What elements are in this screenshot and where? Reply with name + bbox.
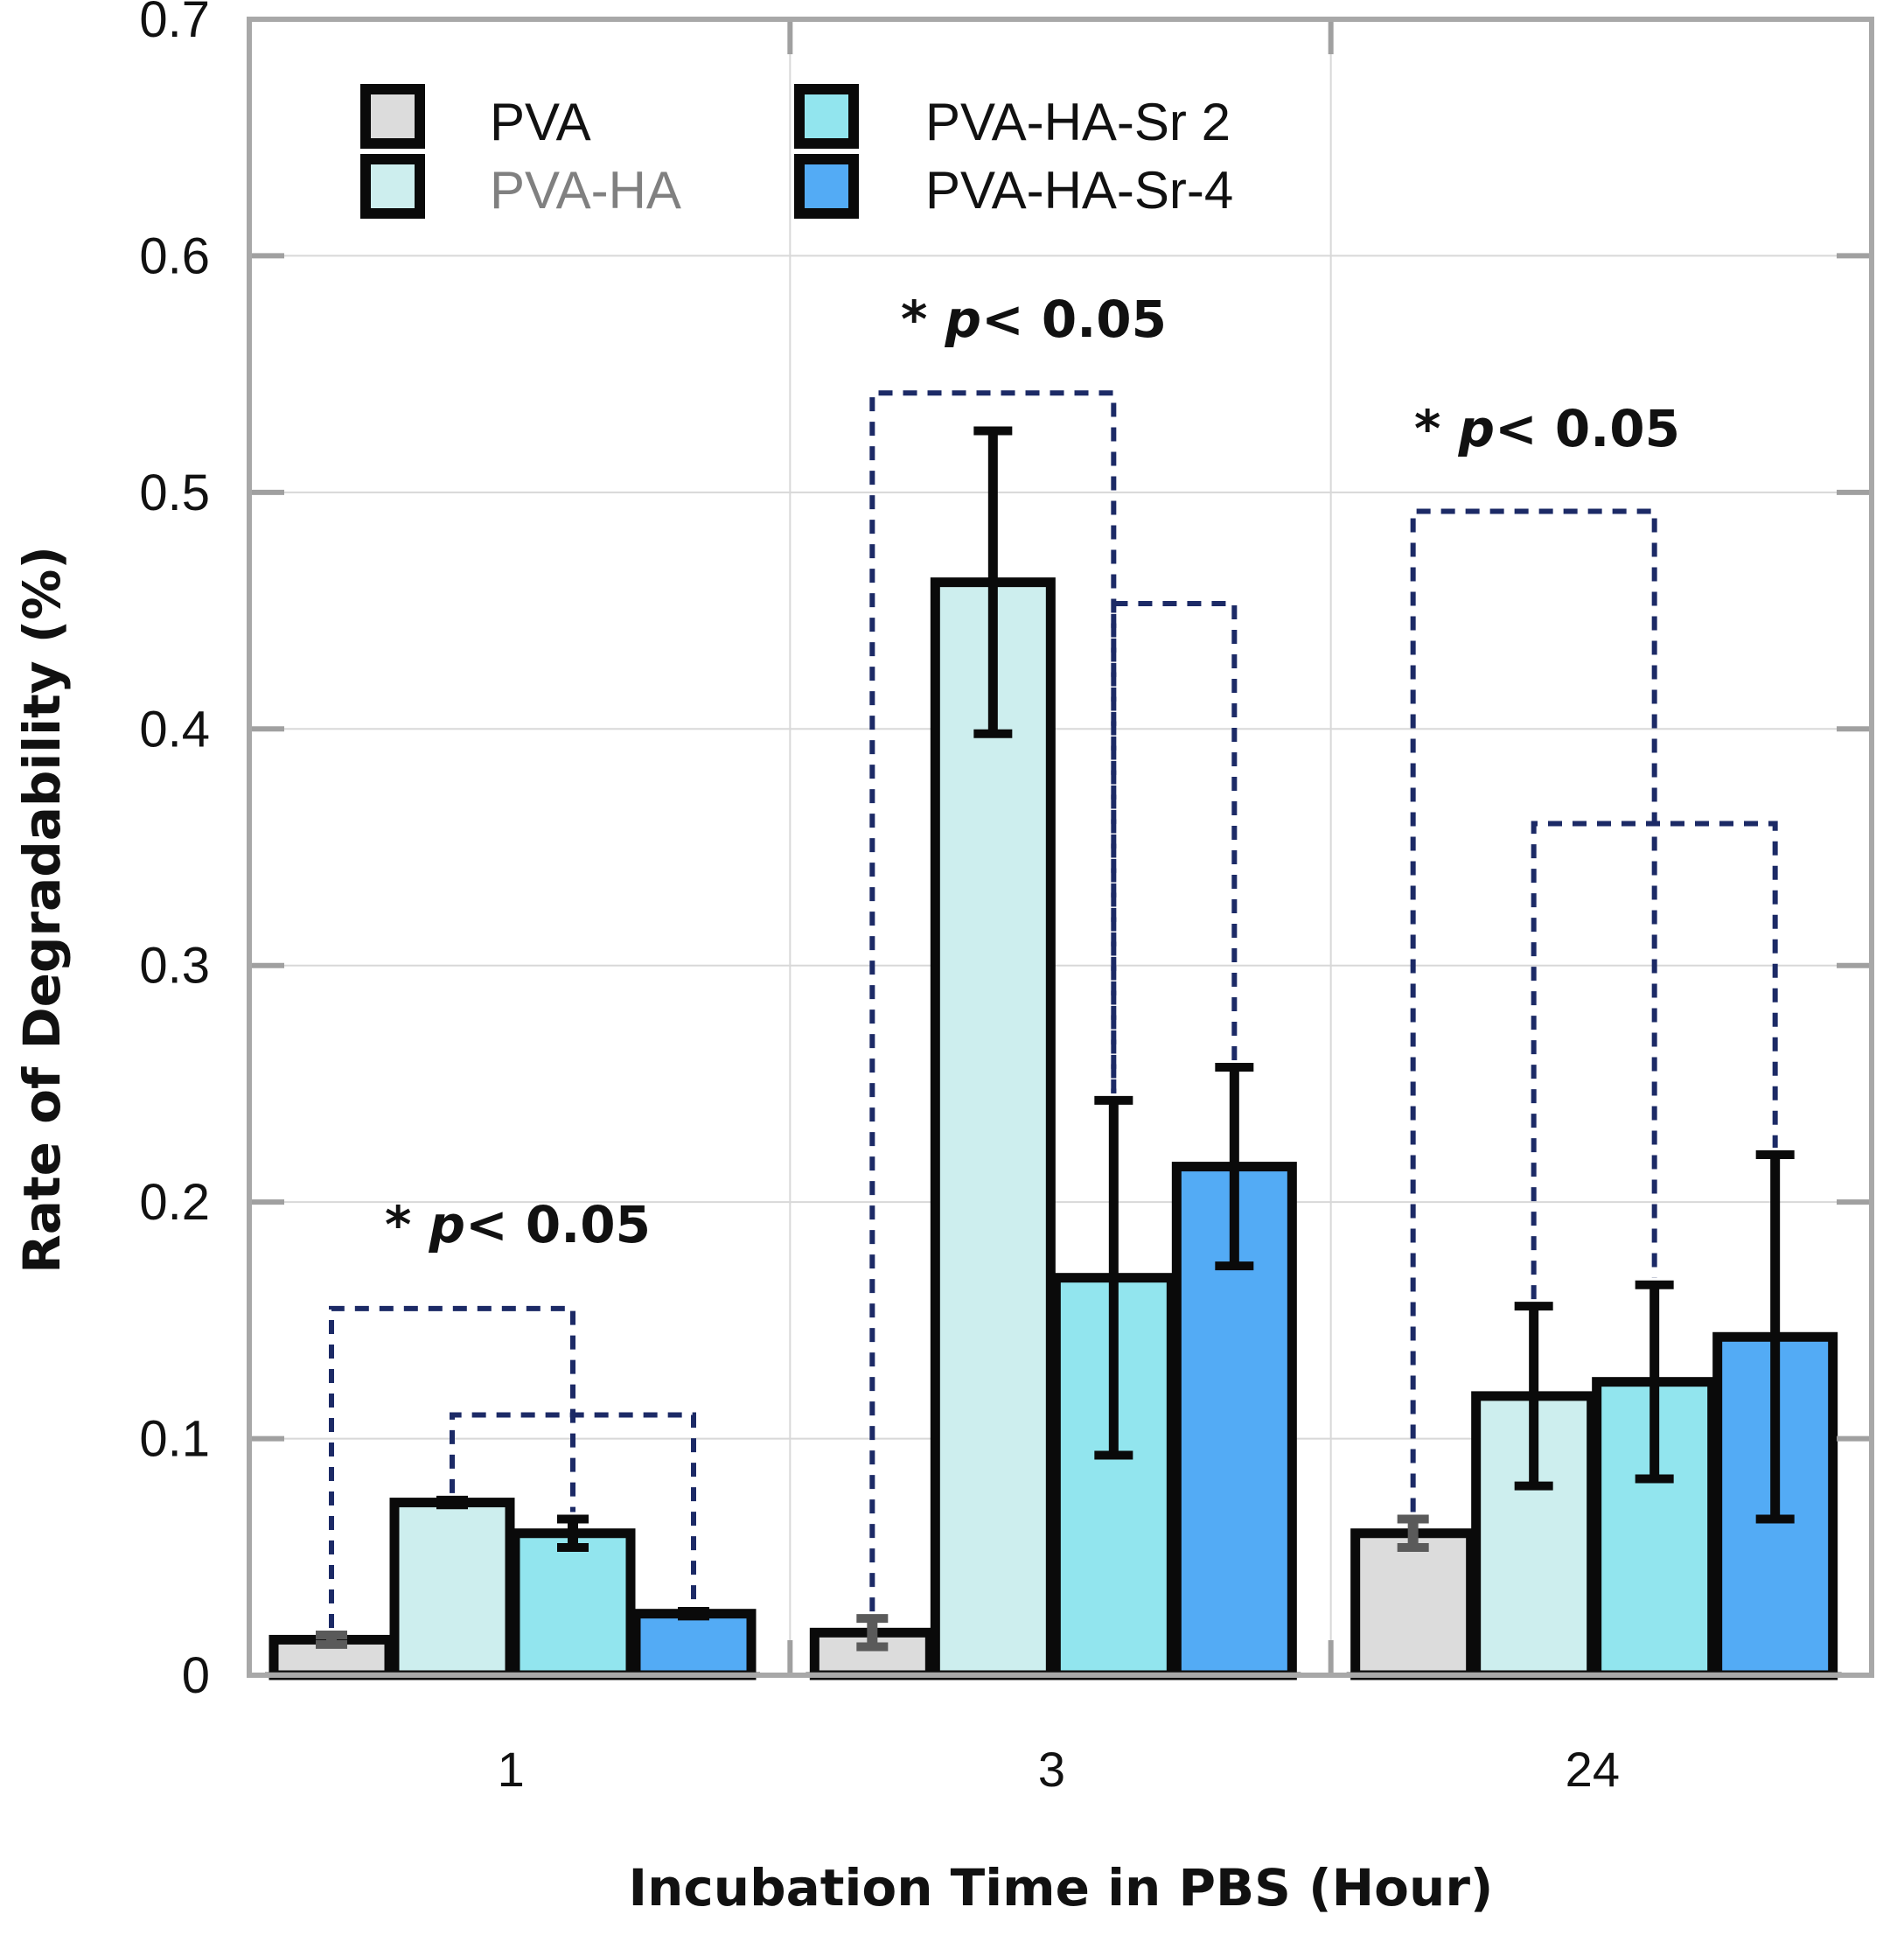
y-tick-label: 0.1	[139, 1411, 210, 1468]
axes-layer	[247, 17, 1874, 1678]
significance-bracket	[1111, 600, 1238, 1093]
y-tick-label: 0.7	[139, 0, 210, 48]
legend-swatch-3	[794, 84, 859, 149]
significance-p: p	[1458, 399, 1496, 458]
significance-bracket	[1531, 821, 1778, 1300]
legend: PVA PVA-HA PVA-HA-Sr 2 PVA-HA-Sr-4	[360, 84, 1233, 220]
y-tick-label: 0.4	[139, 701, 210, 758]
labels-layer: 0 0.1 0.2 0.3 0.4 0.5 0.6 0.7 1 3 24 Incubation Tim…	[12, 0, 1620, 1918]
significance-threshold: < 0.05	[1495, 399, 1680, 458]
y-tick-label: 0.2	[139, 1174, 210, 1231]
significance-p: p	[945, 290, 982, 349]
significance-annotation-24: * p< 0.05	[1414, 399, 1680, 458]
legend-label-1: PVA	[490, 93, 591, 151]
bar-pva-ha-sr-2-1	[510, 1528, 636, 1680]
y-tick-label: 0.5	[139, 465, 210, 521]
bar-pva-ha-3	[930, 577, 1056, 1680]
y-axis-title: Rate of Degradability (%)	[12, 546, 72, 1274]
significance-star: *	[1414, 399, 1459, 458]
significance-bracket	[329, 1305, 575, 1629]
y-tick-label: 0	[182, 1647, 210, 1704]
significance-annotation-3: * p< 0.05	[901, 290, 1167, 349]
significance-bracket	[1410, 508, 1657, 1512]
legend-label-2: PVA-HA	[490, 161, 681, 220]
bar-pva-ha-sr-4-1	[631, 1609, 757, 1680]
bar-pva-24	[1350, 1528, 1476, 1680]
annotations-layer: * p< 0.05* p< 0.05* p< 0.05	[385, 290, 1680, 1254]
legend-swatch-1	[360, 84, 425, 149]
x-tick-label: 3	[1038, 1742, 1065, 1797]
plot-frame	[247, 17, 1874, 1678]
legend-swatch-2	[360, 154, 425, 219]
legend-swatch-4	[794, 154, 859, 219]
x-axis-title: Incubation Time in PBS (Hour)	[629, 1858, 1494, 1918]
significance-brackets-layer	[329, 390, 1778, 1629]
legend-label-3: PVA-HA-Sr 2	[925, 93, 1231, 151]
significance-p: p	[429, 1195, 466, 1254]
error-bars-layer	[316, 426, 1795, 1652]
y-tick-label: 0.3	[139, 938, 210, 995]
significance-star: *	[901, 290, 945, 349]
significance-threshold: < 0.05	[981, 290, 1167, 349]
x-tick-label: 1	[498, 1742, 525, 1797]
bar-pva-ha-1	[389, 1498, 515, 1680]
y-tick-label: 0.6	[139, 227, 210, 284]
legend-label-4: PVA-HA-Sr-4	[925, 161, 1233, 220]
significance-bracket	[450, 1412, 696, 1604]
significance-star: *	[385, 1195, 429, 1254]
x-tick-label: 24	[1566, 1742, 1620, 1797]
bars-layer	[269, 577, 1838, 1680]
significance-threshold: < 0.05	[465, 1195, 651, 1254]
significance-annotation-1: * p< 0.05	[385, 1195, 651, 1254]
